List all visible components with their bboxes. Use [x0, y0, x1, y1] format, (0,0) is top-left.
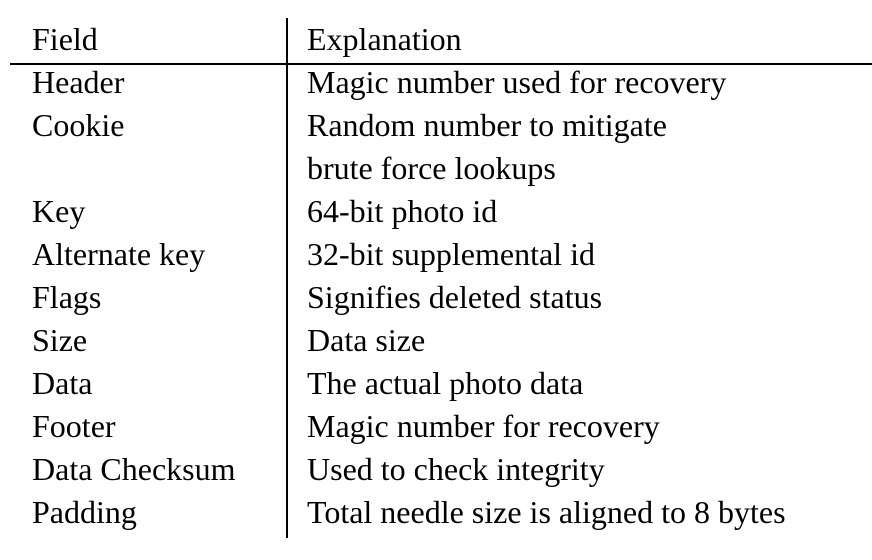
table-row: Cookie Random number to mitigate	[10, 104, 872, 147]
cell-explanation: Data size	[307, 322, 426, 358]
table-header-row: Field Explanation	[10, 18, 872, 61]
table-row-continuation: brute force lookups	[10, 147, 872, 190]
column-divider	[286, 18, 288, 538]
needle-fields-table: Field Explanation Header Magic number us…	[10, 18, 872, 538]
cell-explanation-line2: brute force lookups	[307, 150, 556, 186]
header-explanation: Explanation	[307, 21, 462, 57]
table-row: Key 64-bit photo id	[10, 190, 872, 233]
table-row: Header Magic number used for recovery	[10, 61, 872, 104]
cell-explanation: Total needle size is aligned to 8 bytes	[307, 494, 786, 530]
cell-explanation: Magic number for recovery	[307, 408, 660, 444]
cell-explanation: Signifies deleted status	[307, 279, 603, 315]
cell-explanation: 32-bit supplemental id	[307, 236, 595, 272]
cell-explanation: 64-bit photo id	[307, 193, 498, 229]
table-row: Data The actual photo data	[10, 362, 872, 405]
cell-explanation: Magic number used for recovery	[307, 64, 727, 100]
header-rule	[10, 63, 872, 65]
table-row: Data Checksum Used to check integrity	[10, 448, 872, 491]
cell-field: Header	[32, 64, 125, 100]
table-row: Padding Total needle size is aligned to …	[10, 491, 872, 534]
cell-field: Padding	[32, 494, 137, 530]
cell-field: Data	[32, 365, 93, 401]
cell-field: Size	[32, 322, 88, 358]
cell-field: Data Checksum	[32, 451, 236, 487]
cell-explanation: The actual photo data	[307, 365, 584, 401]
cell-field: Footer	[32, 408, 116, 444]
table-row: Footer Magic number for recovery	[10, 405, 872, 448]
cell-field: Key	[32, 193, 86, 229]
cell-explanation: Random number to mitigate	[307, 107, 667, 143]
table-row: Size Data size	[10, 319, 872, 362]
cell-field: Flags	[32, 279, 102, 315]
header-field: Field	[32, 21, 98, 57]
cell-explanation: Used to check integrity	[307, 451, 605, 487]
cell-field: Cookie	[32, 107, 125, 143]
table-row: Flags Signifies deleted status	[10, 276, 872, 319]
cell-field: Alternate key	[32, 236, 206, 272]
table-row: Alternate key 32-bit supplemental id	[10, 233, 872, 276]
